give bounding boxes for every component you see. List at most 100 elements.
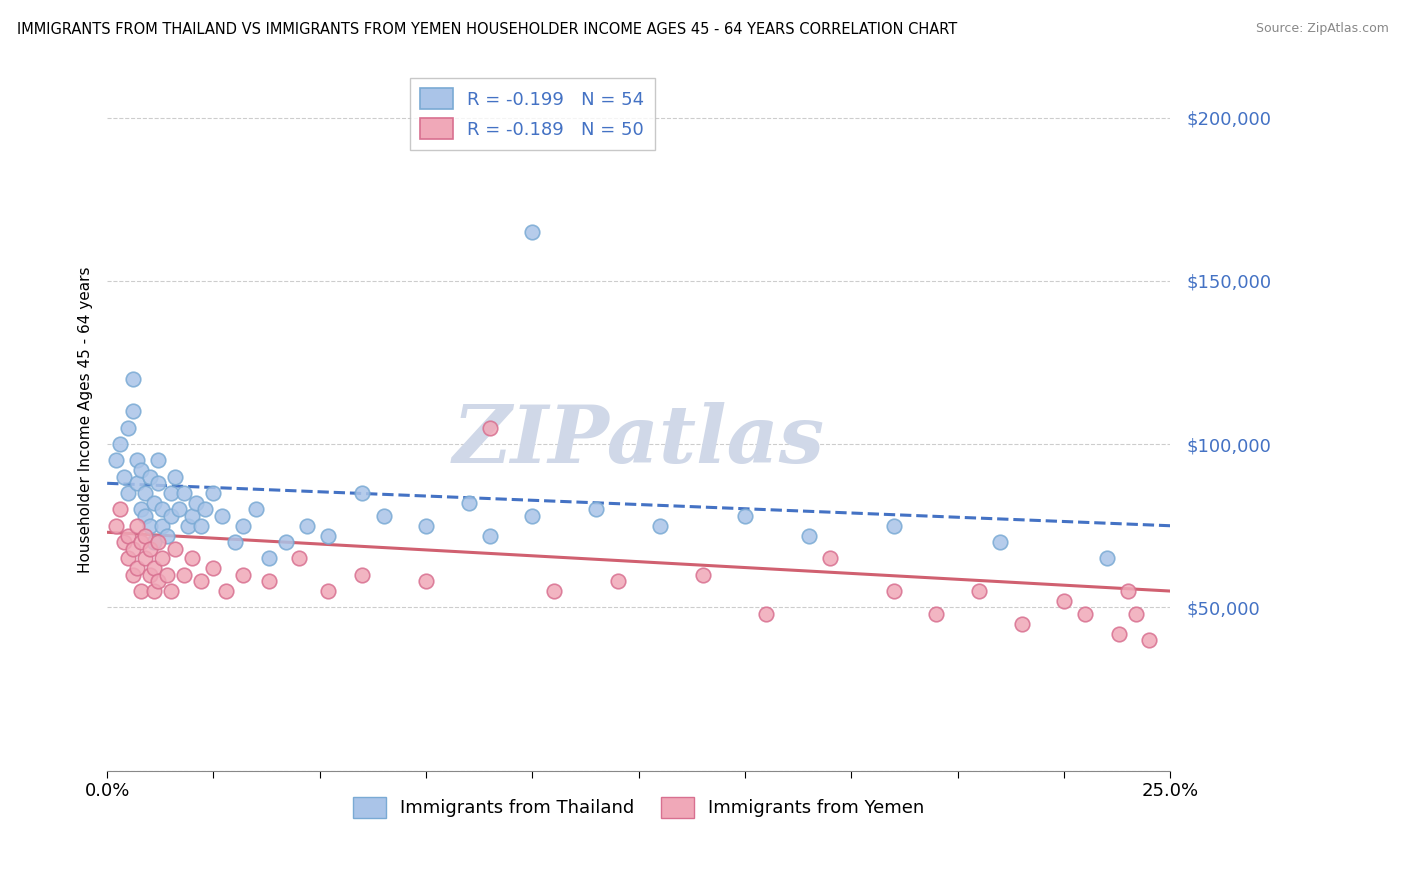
Point	[117, 421, 139, 435]
Point	[160, 486, 183, 500]
Point	[257, 551, 280, 566]
Point	[415, 518, 437, 533]
Point	[318, 528, 340, 542]
Point	[1137, 633, 1160, 648]
Point	[543, 584, 565, 599]
Point	[138, 567, 160, 582]
Point	[232, 518, 254, 533]
Point	[104, 453, 127, 467]
Point	[165, 469, 187, 483]
Point	[138, 541, 160, 556]
Point	[1074, 607, 1097, 621]
Point	[295, 518, 318, 533]
Point	[245, 502, 267, 516]
Point	[1011, 616, 1033, 631]
Point	[190, 574, 212, 589]
Point	[883, 584, 905, 599]
Point	[104, 518, 127, 533]
Point	[134, 508, 156, 523]
Point	[138, 518, 160, 533]
Point	[522, 225, 544, 239]
Point	[190, 518, 212, 533]
Point	[173, 486, 195, 500]
Point	[1116, 584, 1139, 599]
Point	[194, 502, 217, 516]
Y-axis label: Householder Income Ages 45 - 64 years: Householder Income Ages 45 - 64 years	[79, 267, 93, 573]
Point	[818, 551, 841, 566]
Point	[1053, 594, 1076, 608]
Point	[1125, 607, 1147, 621]
Point	[755, 607, 778, 621]
Point	[121, 567, 143, 582]
Point	[156, 567, 179, 582]
Text: IMMIGRANTS FROM THAILAND VS IMMIGRANTS FROM YEMEN HOUSEHOLDER INCOME AGES 45 - 6: IMMIGRANTS FROM THAILAND VS IMMIGRANTS F…	[17, 22, 957, 37]
Point	[125, 453, 148, 467]
Point	[125, 561, 148, 575]
Point	[202, 561, 225, 575]
Point	[129, 535, 152, 549]
Point	[129, 584, 152, 599]
Point	[108, 437, 131, 451]
Point	[734, 508, 756, 523]
Point	[148, 453, 170, 467]
Point	[121, 372, 143, 386]
Point	[138, 469, 160, 483]
Point	[988, 535, 1011, 549]
Point	[478, 421, 501, 435]
Point	[125, 476, 148, 491]
Point	[117, 528, 139, 542]
Point	[160, 584, 183, 599]
Point	[148, 476, 170, 491]
Point	[692, 567, 714, 582]
Point	[177, 518, 200, 533]
Point	[125, 518, 148, 533]
Point	[648, 518, 671, 533]
Point	[186, 496, 208, 510]
Point	[585, 502, 607, 516]
Point	[274, 535, 297, 549]
Point	[156, 528, 179, 542]
Legend: Immigrants from Thailand, Immigrants from Yemen: Immigrants from Thailand, Immigrants fro…	[346, 789, 932, 825]
Point	[117, 486, 139, 500]
Point	[165, 541, 187, 556]
Point	[925, 607, 948, 621]
Point	[152, 502, 174, 516]
Point	[148, 574, 170, 589]
Point	[142, 496, 165, 510]
Point	[121, 404, 143, 418]
Point	[169, 502, 191, 516]
Point	[134, 528, 156, 542]
Point	[1095, 551, 1118, 566]
Point	[352, 567, 374, 582]
Point	[134, 551, 156, 566]
Point	[352, 486, 374, 500]
Point	[522, 508, 544, 523]
Point	[173, 567, 195, 582]
Point	[318, 584, 340, 599]
Text: ZIPatlas: ZIPatlas	[453, 402, 825, 479]
Point	[211, 508, 233, 523]
Point	[152, 518, 174, 533]
Point	[1108, 626, 1130, 640]
Point	[415, 574, 437, 589]
Point	[257, 574, 280, 589]
Point	[181, 508, 204, 523]
Point	[142, 535, 165, 549]
Point	[160, 508, 183, 523]
Point	[181, 551, 204, 566]
Point	[232, 567, 254, 582]
Point	[202, 486, 225, 500]
Point	[121, 541, 143, 556]
Point	[142, 561, 165, 575]
Point	[129, 502, 152, 516]
Point	[117, 551, 139, 566]
Point	[129, 463, 152, 477]
Point	[148, 535, 170, 549]
Point	[152, 551, 174, 566]
Point	[224, 535, 246, 549]
Point	[108, 502, 131, 516]
Point	[478, 528, 501, 542]
Point	[112, 469, 135, 483]
Point	[287, 551, 309, 566]
Point	[112, 535, 135, 549]
